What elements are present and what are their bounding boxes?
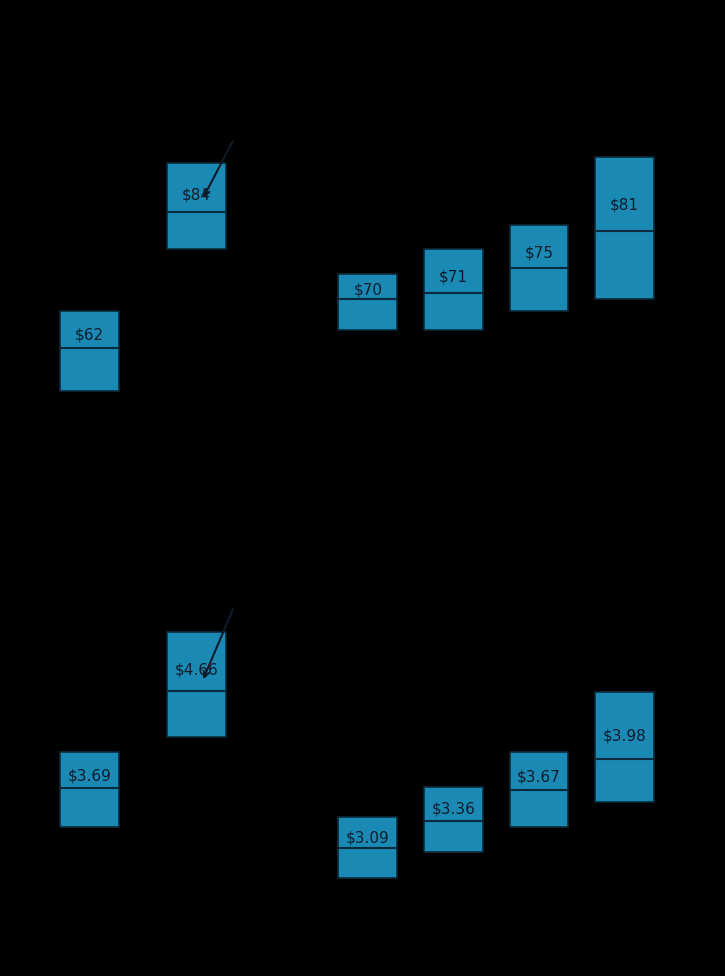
Bar [424, 250, 483, 330]
Text: $81: $81 [610, 197, 639, 213]
Bar [167, 631, 226, 737]
Text: $70: $70 [353, 283, 382, 298]
Text: $71: $71 [439, 270, 468, 285]
Bar [339, 274, 397, 330]
Text: $3.69: $3.69 [68, 768, 112, 783]
Text: $3.09: $3.09 [346, 830, 390, 845]
Text: $4.66: $4.66 [175, 663, 218, 677]
Bar [167, 163, 226, 250]
Text: $3.36: $3.36 [431, 802, 476, 817]
Bar [510, 224, 568, 311]
Bar [424, 788, 483, 852]
Bar [60, 752, 119, 828]
Bar [339, 817, 397, 877]
Text: $75: $75 [524, 245, 553, 261]
Text: $3.67: $3.67 [517, 769, 561, 785]
Bar [595, 692, 654, 802]
Text: $62: $62 [75, 328, 104, 343]
Text: $84: $84 [182, 187, 211, 203]
Text: $3.98: $3.98 [602, 728, 647, 743]
Bar [595, 157, 654, 299]
Bar [510, 752, 568, 828]
Bar [60, 311, 119, 391]
